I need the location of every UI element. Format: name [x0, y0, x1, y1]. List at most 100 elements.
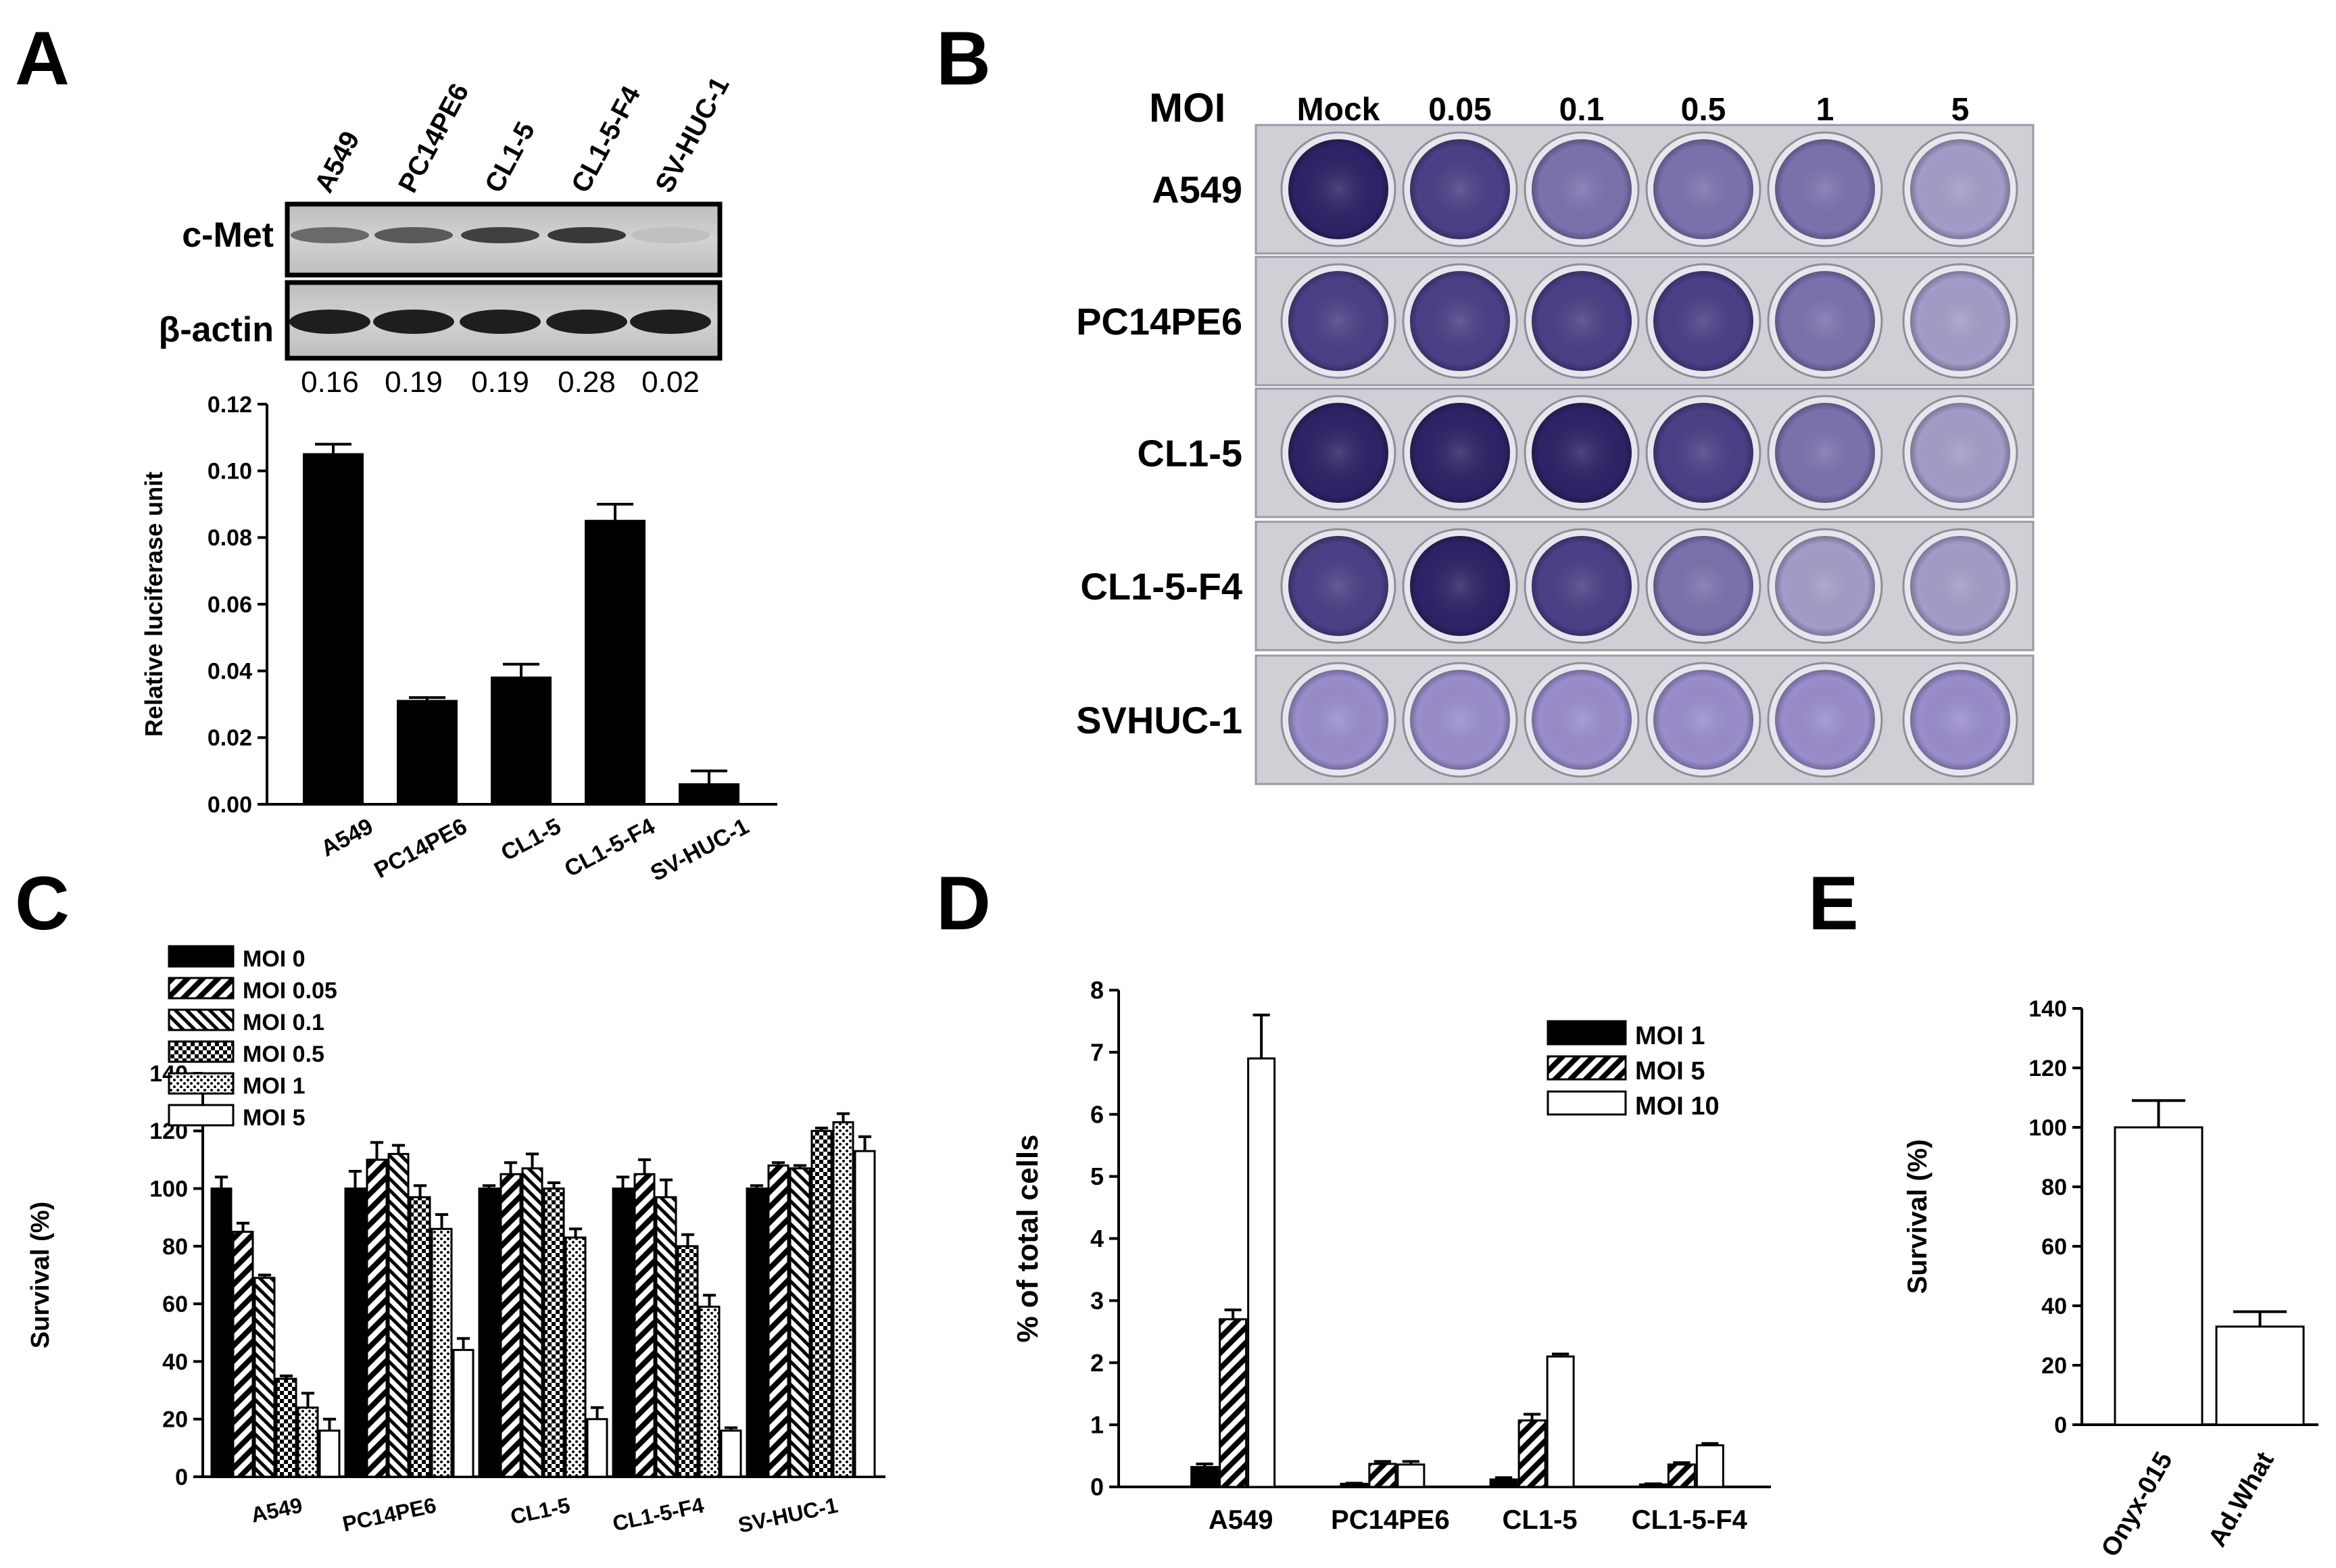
bar — [2215, 1325, 2305, 1426]
bar — [1190, 1466, 1219, 1488]
bar — [1219, 1318, 1248, 1488]
plate-column-label: 0.1 — [1559, 92, 1605, 128]
bar — [500, 1173, 522, 1478]
cmet-band — [631, 227, 710, 243]
bar — [746, 1187, 768, 1478]
legend-label: MOI 5 — [1635, 1057, 1705, 1085]
blot-ratio: 0.16 — [301, 366, 359, 399]
legend-label: MOI 10 — [1635, 1092, 1720, 1121]
x-tick-label: Onyx-015 — [2096, 1448, 2179, 1562]
blot-row-label-cmet: c-Met — [182, 216, 274, 255]
actin-band — [460, 310, 541, 334]
bar — [1667, 1463, 1696, 1488]
chart-a-luciferase: 0.00 0.02 0.04 0.06 0.08 0.10 0.12 Relative luc… — [140, 392, 777, 887]
x-tick-label: PC14PE6 — [370, 814, 472, 884]
legend-label: MOI 1 — [1635, 1022, 1705, 1050]
bar — [679, 783, 739, 806]
well-shade — [1775, 670, 1875, 770]
well-shade — [1410, 670, 1510, 770]
bar — [543, 1187, 565, 1478]
plate-column-label: 0.05 — [1428, 92, 1491, 128]
well-shade — [1288, 536, 1388, 636]
x-tick-label: CL1-5-F4 — [560, 813, 659, 882]
bar — [633, 1173, 656, 1478]
x-tick-label: PC14PE6 — [341, 1493, 439, 1536]
bar — [1247, 1057, 1276, 1488]
legend-swatch — [168, 945, 235, 968]
plate-column-label: 0.5 — [1681, 92, 1726, 128]
legend-swatch — [1547, 1020, 1627, 1046]
x-tick-label: A549 — [249, 1493, 304, 1527]
bar — [297, 1406, 319, 1478]
y-tick-label: 60 — [2041, 1234, 2067, 1260]
blot-ratio: 0.19 — [471, 366, 529, 399]
bar — [810, 1129, 833, 1478]
y-axis-label: % of total cells — [1011, 1134, 1044, 1342]
bar — [397, 700, 458, 806]
moi-label: MOI — [1149, 85, 1225, 130]
y-axis-label: Survival (%) — [1903, 1140, 1932, 1294]
bar — [698, 1305, 721, 1478]
y-tick-label: 100 — [149, 1176, 188, 1202]
cmet-band — [291, 227, 369, 243]
y-tick-label: 6 — [1090, 1100, 1104, 1128]
bar — [232, 1231, 254, 1478]
actin-band — [289, 310, 370, 334]
well-shade — [1532, 536, 1632, 636]
actin-band — [546, 310, 627, 334]
legend-label: MOI 0.1 — [243, 1010, 324, 1035]
plate-row-label: A549 — [1152, 168, 1242, 211]
legend-swatch — [168, 1072, 235, 1095]
y-tick-label: 0.00 — [208, 792, 252, 818]
cmet-band — [461, 227, 539, 243]
well-shade — [1288, 670, 1388, 770]
y-tick-label: 0.04 — [208, 659, 252, 685]
y-tick-label: 80 — [162, 1234, 188, 1260]
y-tick-label: 60 — [162, 1292, 188, 1317]
well-shade — [1910, 271, 2010, 371]
blot-lane-label: SV-HUC-1 — [650, 72, 735, 198]
x-tick-label: Ad.What — [2203, 1447, 2280, 1552]
cmet-band — [548, 227, 626, 243]
bar — [1546, 1355, 1575, 1488]
y-tick-label: 0 — [175, 1465, 188, 1490]
bar — [854, 1150, 876, 1478]
x-tick-label: CL1-5-F4 — [610, 1493, 706, 1536]
blot-ratio-row: 0.16 0.19 0.19 0.28 0.02 — [301, 366, 700, 399]
bar — [1695, 1444, 1724, 1488]
legend-swatch — [168, 1040, 235, 1063]
western-blot: A549 PC14PE6 CL1-5 CL1-5-F4 SV-HUC-1 c-Met β… — [159, 72, 735, 399]
plate-row-label: PC14PE6 — [1076, 300, 1242, 343]
blot-row-label-actin: β-actin — [159, 310, 274, 349]
legend-label: MOI 0.5 — [243, 1042, 324, 1067]
y-tick-label: 7 — [1090, 1038, 1104, 1066]
well-shade — [1910, 403, 2010, 503]
plate-row: PC14PE6 — [1076, 255, 2035, 387]
plate-row-label: CL1-5-F4 — [1080, 565, 1242, 608]
bar — [303, 453, 364, 806]
blot-lane-label: CL1-5 — [479, 117, 541, 197]
x-tick-label: CL1-5 — [508, 1493, 572, 1529]
well-shade — [1532, 670, 1632, 770]
bar — [720, 1429, 742, 1478]
legend-label: MOI 1 — [243, 1073, 306, 1099]
plate-row: CL1-5-F4 — [1080, 520, 2035, 652]
y-tick-label: 40 — [2041, 1294, 2067, 1319]
well-shade — [1288, 139, 1388, 239]
y-tick-label: 140 — [2028, 996, 2067, 1022]
bar — [452, 1348, 474, 1478]
bar — [789, 1167, 811, 1478]
plate-row: SVHUC-1 — [1076, 654, 2035, 785]
cmet-band — [374, 227, 453, 243]
panel-label-a: A — [15, 16, 70, 101]
x-tick-label: SV-HUC-1 — [736, 1493, 840, 1538]
y-tick-label: 20 — [162, 1407, 188, 1433]
bar — [491, 677, 552, 806]
bar — [1396, 1463, 1426, 1488]
y-tick-label: 0 — [1090, 1473, 1104, 1501]
plate-row: A549 — [1152, 124, 2035, 255]
blot-ratio: 0.02 — [641, 366, 700, 399]
y-tick-label: 8 — [1090, 977, 1104, 1004]
bar — [655, 1196, 677, 1478]
bar — [1368, 1463, 1397, 1488]
